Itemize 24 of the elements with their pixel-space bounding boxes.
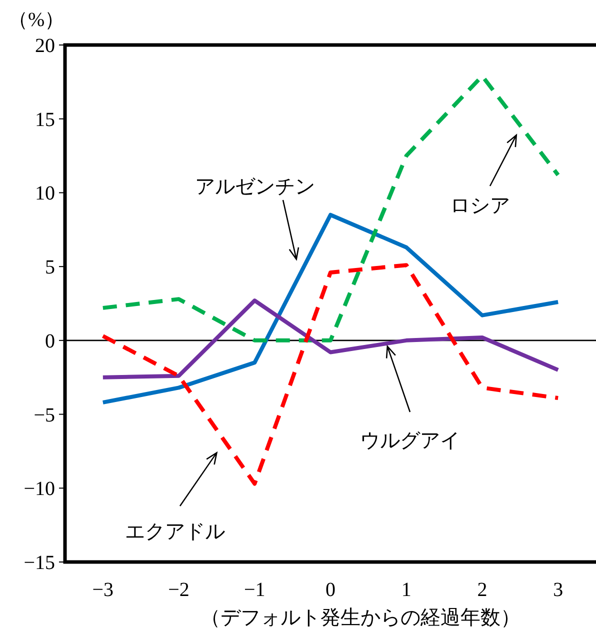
y-tick-label: 20 <box>35 35 55 57</box>
line-series <box>100 212 560 404</box>
series-label: アルゼンチン <box>195 176 315 198</box>
text: エクアドル <box>125 521 225 543</box>
y-tick-label: 15 <box>35 108 55 131</box>
y-tick-label: 10 <box>35 182 55 205</box>
text: ウルグアイ <box>360 430 460 452</box>
x-axis-title: （デフォルト発生からの経過年数） <box>200 607 520 629</box>
x-tick-label: −2 <box>168 579 190 601</box>
x-tick-label: 1 <box>401 579 412 601</box>
line-series <box>100 263 560 486</box>
x-tick-label: 2 <box>477 579 488 601</box>
x-tick-label: −3 <box>92 579 114 601</box>
y-axis-title: （%） <box>8 9 65 31</box>
x-tick-label: 3 <box>553 579 564 601</box>
line-series <box>100 298 560 380</box>
y-tick-label: −10 <box>24 478 55 500</box>
y-tick-label: 5 <box>45 256 55 279</box>
y-tick-label: 0 <box>45 330 55 352</box>
y-tick-label: −5 <box>34 404 55 426</box>
x-tick-label: −1 <box>244 579 266 601</box>
y-tick-label: −15 <box>24 552 55 574</box>
x-tick-label: 0 <box>326 579 336 601</box>
text: ロシア <box>450 195 510 217</box>
